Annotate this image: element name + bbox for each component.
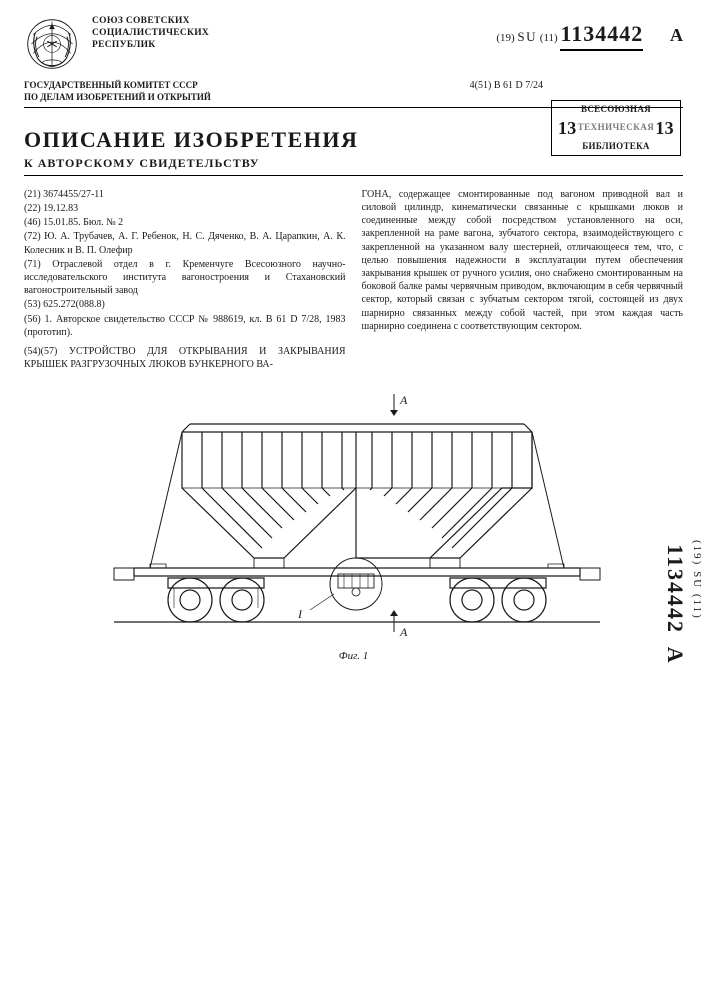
stamp-line-1: ВСЕСОЮЗНАЯ <box>581 104 651 115</box>
committee-l1: ГОСУДАРСТВЕННЫЙ КОМИТЕТ СССР <box>24 80 211 92</box>
pub-su: SU <box>517 29 537 44</box>
field-53: (53) 625.272(088.8) <box>24 298 346 311</box>
side-kind: A <box>663 647 688 665</box>
figure-1: A A I Фиг. 1 <box>24 388 683 664</box>
field-71: (71) Отраслевой отдел в г. Кременчуге Вс… <box>24 258 346 298</box>
class-prefix: 4(51) <box>470 80 492 91</box>
field-22: (22) 19.12.83 <box>24 202 346 215</box>
side-lead: (19) SU (11) <box>691 540 703 620</box>
title-sub: К АВТОРСКОМУ СВИДЕТЕЛЬСТВУ <box>24 156 683 171</box>
field-21: (21) 3674455/27-11 <box>24 188 346 201</box>
union-line-1: СОЮЗ СОВЕТСКИХ <box>92 16 484 28</box>
publication-code: (19) SU (11) 1134442 A <box>496 20 683 51</box>
stamp-line-3: БИБЛИОТЕКА <box>582 141 649 152</box>
committee-l2: ПО ДЕЛАМ ИЗОБРЕТЕНИЙ И ОТКРЫТИЙ <box>24 92 211 104</box>
left-column: (21) 3674455/27-11 (22) 19.12.83 (46) 15… <box>24 188 346 372</box>
committee-block: ГОСУДАРСТВЕННЫЙ КОМИТЕТ СССР ПО ДЕЛАМ ИЗ… <box>24 80 211 103</box>
pub-kind: A <box>670 25 683 45</box>
field-46: (46) 15.01.85. Бюл. № 2 <box>24 216 346 229</box>
library-stamp: ВСЕСОЮЗНАЯ 13 ТЕХНИЧЕСКАЯ 13 БИБЛИОТЕКА <box>551 100 681 156</box>
pub-number: 1134442 <box>560 20 643 51</box>
stamp-left-num: 13 <box>558 117 577 140</box>
side-tab: (19) SU (11) 1134442 A <box>661 540 705 688</box>
stamp-right-num: 13 <box>655 117 674 140</box>
detail-marker-i: I <box>297 607 303 621</box>
side-number: 1134442 <box>663 544 688 634</box>
class-value: B 61 D 7/24 <box>494 80 543 91</box>
pub-prefix-11: (11) <box>540 32 558 44</box>
state-emblem <box>24 16 80 72</box>
abstract-body: ГОНА, содержащее смонтированные под ваго… <box>362 188 684 333</box>
ipc-class: 4(51) B 61 D 7/24 <box>470 80 543 93</box>
section-marker-top: A <box>399 393 408 407</box>
section-marker-bottom: A <box>399 625 408 639</box>
pub-prefix-19: (19) <box>496 32 514 44</box>
divider-below-title <box>24 175 683 176</box>
union-line-2: СОЦИАЛИСТИЧЕСКИХ <box>92 28 484 40</box>
stamp-mid-text: ТЕХНИЧЕСКАЯ <box>578 122 655 133</box>
field-72: (72) Ю. А. Трубачев, А. Г. Ребенок, Н. С… <box>24 230 346 256</box>
right-column: ГОНА, содержащее смонтированные под ваго… <box>362 188 684 372</box>
field-56: (56) 1. Авторское свидетельство СССР № 9… <box>24 313 346 339</box>
field-54-57: (54)(57) УСТРОЙСТВО ДЛЯ ОТКРЫВАНИЯ И ЗАК… <box>24 345 346 371</box>
figure-label: Фиг. 1 <box>24 650 683 664</box>
union-line-3: РЕСПУБЛИК <box>92 40 484 52</box>
